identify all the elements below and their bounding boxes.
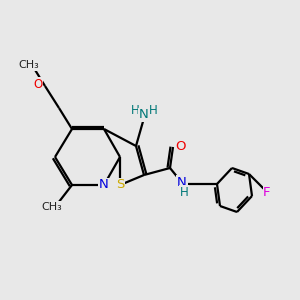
Text: F: F bbox=[263, 185, 271, 199]
Text: CH₃: CH₃ bbox=[19, 60, 39, 70]
Text: O: O bbox=[176, 140, 186, 154]
Text: N: N bbox=[177, 176, 187, 188]
Text: CH₃: CH₃ bbox=[42, 202, 62, 212]
Text: H: H bbox=[180, 185, 188, 199]
Text: H: H bbox=[130, 104, 140, 118]
Text: N: N bbox=[139, 109, 149, 122]
Text: H: H bbox=[148, 104, 158, 118]
Text: S: S bbox=[116, 178, 124, 191]
Text: O: O bbox=[33, 77, 43, 91]
Text: N: N bbox=[99, 178, 109, 191]
